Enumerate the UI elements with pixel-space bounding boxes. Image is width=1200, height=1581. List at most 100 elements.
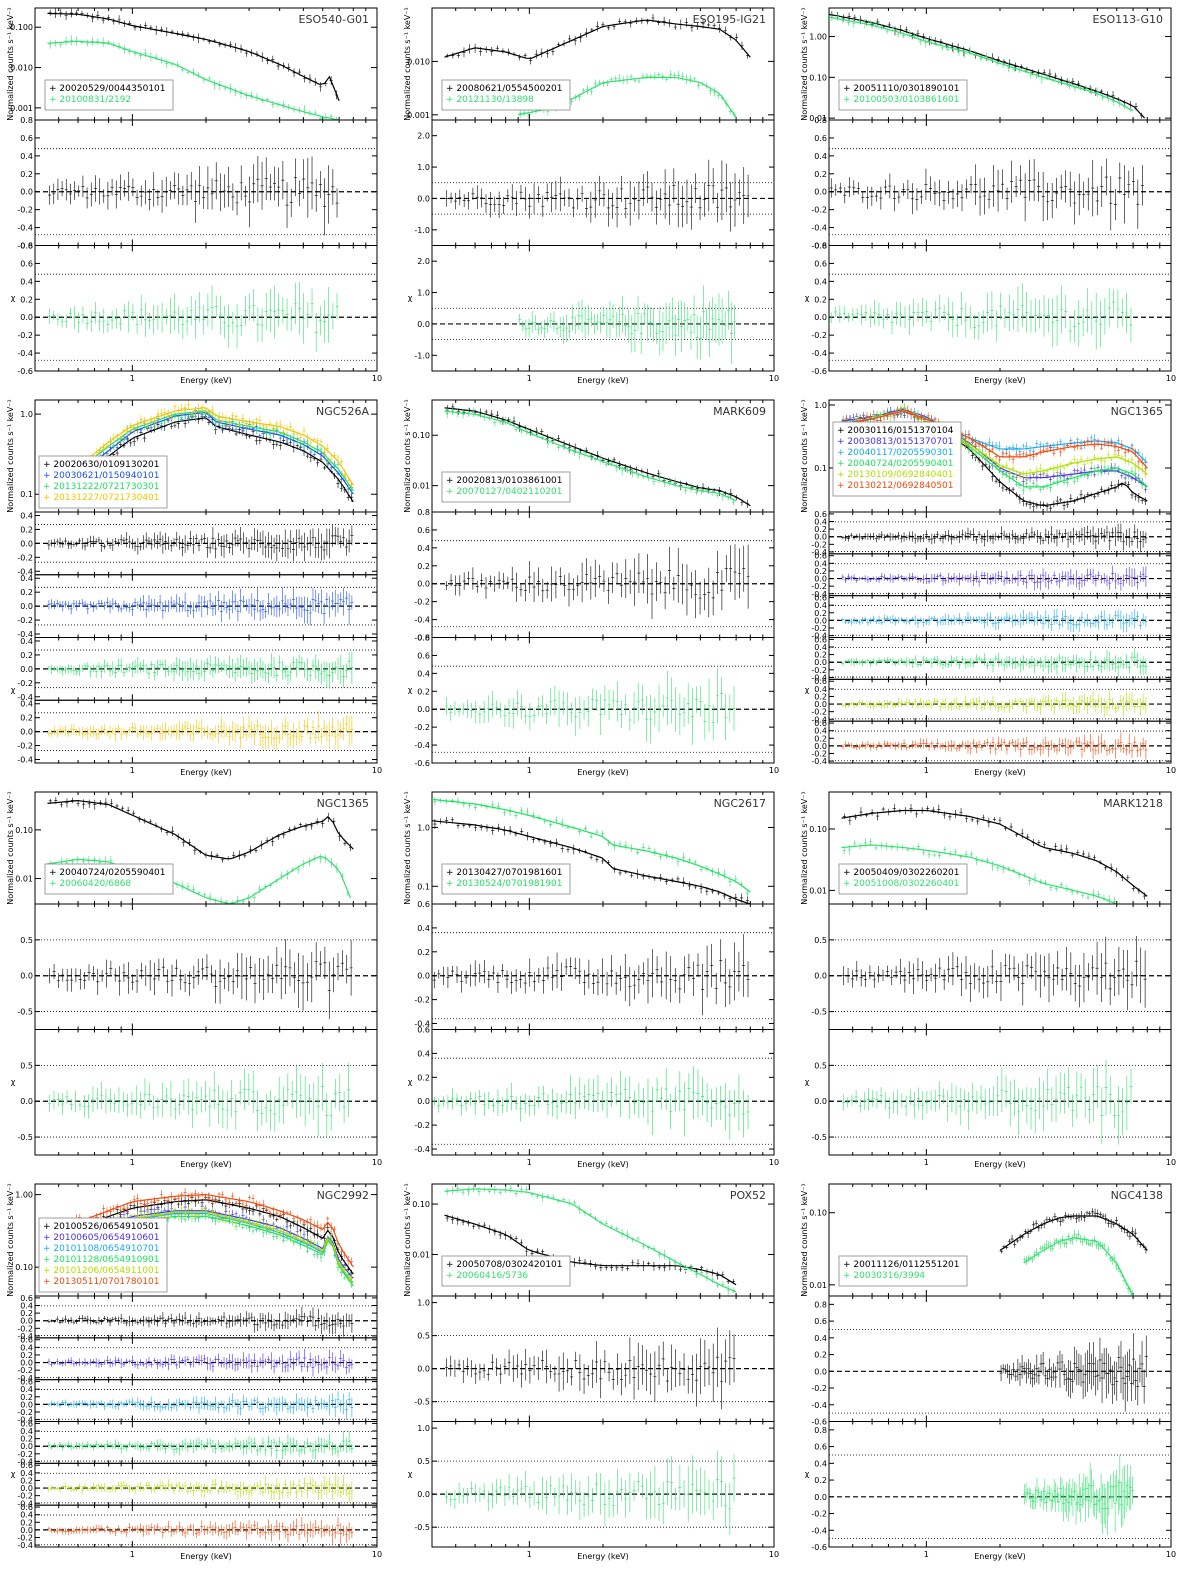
spectrum-data-point	[275, 441, 279, 447]
residual-data-point	[910, 701, 914, 708]
residual-data-point	[941, 615, 945, 626]
residual-data-point	[147, 1356, 151, 1366]
residual-data-point	[611, 690, 615, 711]
residual-data-point	[342, 717, 346, 741]
residual-data-point	[1125, 292, 1129, 334]
residual-y-tick-label: 0.2	[814, 525, 827, 534]
residual-data-point	[1043, 955, 1047, 987]
residual-data-point	[858, 744, 862, 750]
x-tick-label: 10	[372, 1158, 382, 1167]
residual-data-point	[894, 703, 898, 709]
residual-data-point	[683, 302, 687, 339]
residual-data-point	[449, 574, 453, 587]
residual-data-point	[205, 658, 209, 669]
residual-data-point	[960, 184, 964, 212]
residual-data-point	[1083, 658, 1087, 675]
residual-data-point	[1041, 616, 1045, 630]
residual-data-point	[61, 665, 65, 676]
residual-data-point	[676, 180, 680, 228]
residual-data-point	[347, 1391, 351, 1407]
residual-data-point	[724, 694, 728, 741]
residual-data-point	[70, 968, 74, 992]
residual-data-point	[905, 744, 909, 751]
residual-data-point	[64, 1443, 68, 1448]
spectrum-data-point	[1028, 467, 1032, 473]
spectrum-data-point	[503, 416, 508, 426]
residual-data-point	[269, 1399, 273, 1408]
residual-data-point	[1080, 694, 1084, 706]
residual-data-point	[1077, 299, 1081, 347]
residual-y-tick-label: 0.4	[814, 559, 827, 568]
residual-y-tick-label: 0.4	[20, 1343, 33, 1352]
residual-data-point	[241, 532, 245, 554]
residual-data-point	[209, 965, 213, 984]
residual-data-point	[711, 297, 715, 341]
residual-data-point	[864, 304, 868, 321]
residual-data-point	[977, 576, 981, 587]
residual-data-point	[944, 698, 948, 709]
residual-data-point	[1062, 1073, 1066, 1114]
residual-data-point	[97, 728, 101, 740]
residual-data-point	[250, 536, 254, 551]
residual-data-point	[267, 1356, 271, 1364]
residual-data-point	[897, 574, 900, 581]
residual-data-point	[1111, 527, 1115, 539]
residual-data-point	[1099, 575, 1103, 584]
residual-data-point	[55, 599, 59, 608]
residual-data-point	[1074, 700, 1078, 714]
residual-data-point	[852, 659, 856, 667]
residual-data-point	[933, 697, 937, 706]
legend-entry: + 20130212/0692840501	[837, 481, 954, 491]
spectrum-data-point	[551, 437, 555, 443]
spectrum-data-point	[243, 853, 247, 858]
residual-data-point	[503, 704, 507, 727]
spectrum-data-point	[53, 8, 58, 18]
residual-data-point	[701, 964, 705, 1016]
residual-data-point	[995, 970, 999, 994]
residual-data-point	[983, 700, 987, 711]
residual-data-point	[543, 319, 547, 339]
spectrum-data-point	[176, 1193, 180, 1203]
residual-data-point	[691, 1066, 695, 1120]
spectrum-data-point	[909, 803, 913, 813]
spectrum-data-point	[312, 1251, 316, 1258]
residual-data-point	[1119, 695, 1123, 707]
residual-data-point	[69, 540, 73, 549]
residual-data-point	[308, 600, 312, 626]
residual-data-point	[318, 171, 322, 199]
residual-data-point	[114, 727, 118, 742]
residual-data-point	[1117, 946, 1121, 995]
spectrum-data-point	[271, 1233, 276, 1240]
residual-data-point	[172, 1354, 176, 1365]
residual-data-point	[311, 528, 315, 547]
residual-data-point	[222, 594, 226, 611]
residual-data-point	[980, 571, 984, 580]
residual-data-point	[946, 297, 950, 332]
residual-y-tick-label: -0.2	[811, 666, 827, 675]
residual-data-point	[166, 1398, 170, 1411]
residual-data-point	[532, 971, 536, 992]
spectrum-data-point	[183, 403, 187, 413]
residual-data-point	[1051, 298, 1055, 348]
residual-data-point	[1077, 530, 1081, 543]
spectrum-data-point	[1106, 440, 1110, 445]
residual-y-tick-label: -0.4	[811, 590, 827, 599]
legend-entry: + 20130511/0701780101	[43, 1277, 160, 1287]
residual-data-point	[935, 573, 939, 580]
spectrum-data-point	[699, 883, 703, 894]
residual-data-point	[877, 741, 881, 747]
residual-y-tick-label: 0.0	[814, 533, 827, 542]
residual-data-point	[905, 698, 909, 708]
residual-data-point	[64, 537, 68, 545]
spectrum-data-point	[180, 1191, 184, 1198]
residual-data-point	[1012, 300, 1016, 330]
residual-data-point	[689, 572, 693, 599]
residual-data-point	[314, 942, 318, 981]
residual-data-point	[292, 722, 296, 750]
residual-data-point	[189, 296, 193, 326]
residual-data-point	[601, 1091, 605, 1111]
residual-data-point	[933, 573, 937, 583]
residual-data-point	[977, 696, 981, 706]
residual-data-point	[130, 1317, 134, 1327]
spectrum-data-point	[661, 73, 665, 81]
